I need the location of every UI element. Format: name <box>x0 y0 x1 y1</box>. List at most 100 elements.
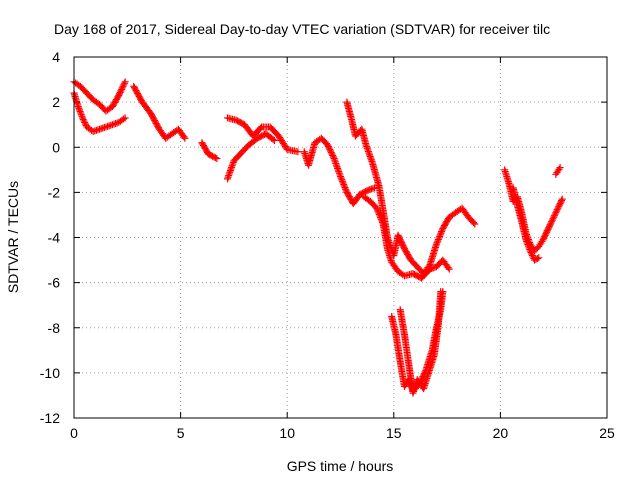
data-point <box>524 242 532 250</box>
grid <box>74 57 607 418</box>
data-point <box>375 210 383 218</box>
data-point <box>558 197 566 205</box>
data-point <box>337 173 344 181</box>
data-point <box>539 236 547 244</box>
data-point <box>269 135 277 143</box>
data-point <box>524 241 532 249</box>
data-point <box>118 84 126 92</box>
data-point <box>115 90 123 98</box>
data-point <box>80 117 88 125</box>
data-point <box>523 239 531 247</box>
data-point <box>115 91 123 99</box>
data-point <box>75 104 83 112</box>
data-point <box>75 106 83 114</box>
chart-title: Day 168 of 2017, Sidereal Day-to-day VTE… <box>54 21 550 37</box>
data-point <box>81 118 89 126</box>
data-point <box>555 165 563 173</box>
data-point <box>545 222 553 230</box>
data-point <box>119 82 127 90</box>
data-point <box>117 87 125 95</box>
data-point <box>394 231 402 239</box>
data-point <box>444 264 452 272</box>
y-tick-label: -2 <box>48 184 61 200</box>
data-point <box>395 233 403 241</box>
data-point <box>79 115 87 123</box>
data-point <box>329 152 337 160</box>
data-point <box>550 212 558 220</box>
data-point <box>556 164 564 172</box>
data-point <box>558 195 566 203</box>
x-tick-label: 0 <box>70 425 78 441</box>
data-point <box>548 218 556 226</box>
data-point <box>553 207 561 215</box>
x-tick-label: 10 <box>279 425 295 441</box>
data-point <box>120 79 128 87</box>
data-point <box>432 240 440 248</box>
data-point <box>396 236 404 244</box>
data-point <box>540 234 548 242</box>
data-point <box>556 200 564 208</box>
data-point <box>374 207 382 215</box>
data-point <box>375 209 383 217</box>
data-point <box>211 154 219 162</box>
data-point <box>438 226 446 234</box>
data-point <box>337 174 345 182</box>
data-points <box>70 78 566 397</box>
y-tick-label: -6 <box>48 275 61 291</box>
data-point <box>342 187 350 195</box>
data-point <box>120 115 128 123</box>
y-tick-label: 4 <box>52 49 60 65</box>
data-point <box>373 206 381 214</box>
data-point <box>549 215 557 223</box>
y-tick-label: -4 <box>48 230 61 246</box>
data-point <box>377 215 385 223</box>
data-point <box>363 187 371 195</box>
data-point <box>550 213 558 221</box>
data-point <box>324 142 332 150</box>
x-tick-label: 15 <box>386 425 402 441</box>
data-point <box>118 85 126 93</box>
data-point <box>437 288 445 296</box>
data-point <box>328 150 336 158</box>
x-tick-label: 20 <box>493 425 509 441</box>
data-point <box>555 203 563 211</box>
data-point <box>528 250 536 258</box>
data-point <box>535 254 543 262</box>
data-point <box>76 107 84 115</box>
data-point <box>543 228 551 236</box>
data-point <box>77 111 85 119</box>
data-point <box>121 114 129 122</box>
data-point <box>395 234 403 242</box>
data-point <box>213 155 221 163</box>
data-point <box>434 237 442 245</box>
data-point <box>377 214 385 222</box>
x-tick-label: 5 <box>177 425 185 441</box>
data-point <box>181 134 189 142</box>
y-tick-label: 2 <box>52 94 60 110</box>
data-point <box>376 212 384 220</box>
y-tick-label: -8 <box>48 320 61 336</box>
data-point <box>435 234 443 242</box>
data-point <box>436 231 444 239</box>
data-point <box>438 228 446 236</box>
data-point <box>551 210 559 218</box>
data-point <box>371 184 379 192</box>
data-point <box>546 221 554 229</box>
data-point <box>397 237 405 245</box>
data-point <box>523 237 531 245</box>
data-point <box>555 201 563 209</box>
data-point <box>526 245 534 253</box>
data-point <box>471 220 479 228</box>
data-point <box>533 255 541 263</box>
data-point <box>340 180 348 188</box>
data-point <box>120 81 128 89</box>
data-point <box>78 112 86 120</box>
data-point <box>522 236 530 244</box>
data-point <box>543 227 551 235</box>
data-point <box>327 147 335 155</box>
data-point <box>527 249 535 257</box>
data-point <box>547 219 555 227</box>
data-point <box>329 153 337 161</box>
data-point <box>116 88 124 96</box>
data-point <box>121 78 129 86</box>
